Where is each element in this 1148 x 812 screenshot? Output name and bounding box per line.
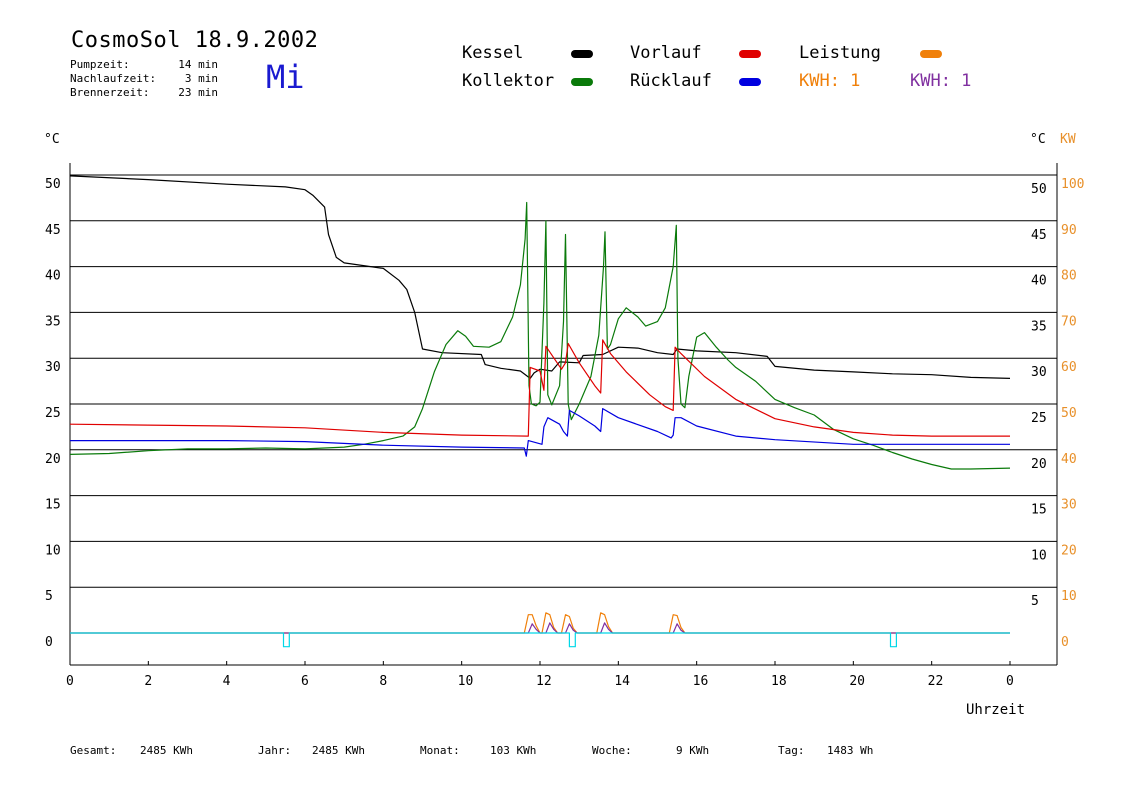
brennerzeit-label: Brennerzeit: [70, 86, 150, 99]
series-line-kollektor [69, 201, 1011, 470]
y-tick-label-right: 45 [1031, 228, 1047, 243]
x-tick-label: 14 [614, 674, 630, 689]
x-tick-label: 18 [771, 674, 787, 689]
y-tick-label-left: 50 [45, 177, 61, 192]
y-axis-label-left: °C [44, 132, 60, 147]
y-tick-label-power: 60 [1061, 360, 1077, 375]
y-tick-label-power: 80 [1061, 269, 1077, 284]
y-tick-label-right: 15 [1031, 503, 1047, 518]
y-tick-label-left: 35 [45, 314, 61, 329]
legend-leistung-label: Leistung [799, 43, 881, 63]
y-tick-label-power: 0 [1061, 635, 1069, 650]
x-tick-label: 16 [693, 674, 709, 689]
y-tick-label-left: 25 [45, 406, 61, 421]
y-axis-label-power: KW [1060, 132, 1076, 147]
weekday-label: Mi [266, 58, 305, 96]
y-tick-label-right: 20 [1031, 457, 1047, 472]
stat-tag-value: 1483 Wh [827, 744, 874, 757]
stat-gesamt-value: 2485 KWh [140, 744, 193, 757]
y-tick-label-right: 30 [1031, 365, 1047, 380]
legend-kwh-orange: KWH: 1 [799, 71, 861, 91]
x-tick-label: 2 [144, 674, 152, 689]
stat-gesamt-label: Gesamt: [70, 744, 117, 757]
y-tick-label-left: 40 [45, 269, 61, 284]
legend-ruecklauf-label: Rücklauf [630, 71, 712, 91]
series-line-vorlauf [69, 339, 1010, 437]
pumpzeit-value: 14 min [178, 58, 218, 71]
x-tick-label: 0 [1006, 674, 1014, 689]
stat-monat-label: Monat: [420, 744, 460, 757]
nachlaufzeit-value: 3 min [184, 72, 218, 85]
y-tick-label-right: 35 [1031, 319, 1047, 334]
x-tick-label: 6 [301, 674, 309, 689]
y-tick-label-left: 5 [45, 589, 53, 604]
series-line-r-cklauf [70, 408, 1010, 457]
chart-grid [69, 163, 1058, 666]
y-tick-label-left: 20 [45, 452, 61, 467]
y-tick-label-power: 30 [1061, 498, 1077, 513]
x-tick-label: 10 [458, 674, 474, 689]
y-axis-label-right: °C [1030, 132, 1046, 147]
y-tick-label-power: 20 [1061, 543, 1077, 558]
stat-jahr-value: 2485 KWh [312, 744, 365, 757]
legend-kessel-swatch [571, 50, 593, 58]
legend-kollektor-label: Kollektor [462, 71, 555, 91]
chart-title: CosmoSol 18.9.2002 [71, 28, 319, 53]
y-tick-label-right: 25 [1031, 411, 1047, 426]
y-tick-label-left: 10 [45, 543, 61, 558]
pumpzeit-label: Pumpzeit: [70, 58, 130, 71]
y-tick-label-left: 45 [45, 223, 61, 238]
y-tick-label-right: 40 [1031, 274, 1047, 289]
stat-woche-value: 9 KWh [676, 744, 710, 757]
series-line-leistung [70, 612, 1010, 634]
legend-kollektor-swatch [571, 78, 593, 86]
legend-ruecklauf-swatch [739, 78, 761, 86]
y-tick-label-power: 50 [1061, 406, 1077, 421]
y-tick-label-right: 10 [1031, 548, 1047, 563]
x-tick-label: 12 [536, 674, 552, 689]
x-tick-label: 0 [66, 674, 74, 689]
stat-jahr-label: Jahr: [258, 744, 292, 757]
y-tick-label-power: 70 [1061, 314, 1077, 329]
legend-vorlauf-swatch [739, 50, 761, 58]
x-tick-label: 4 [223, 674, 231, 689]
brennerzeit-value: 23 min [178, 86, 218, 99]
y-tick-label-power: 90 [1061, 223, 1077, 238]
x-tick-label: 8 [379, 674, 387, 689]
y-tick-label-power: 40 [1061, 452, 1077, 467]
legend-kessel-label: Kessel [462, 43, 524, 63]
legend-leistung-swatch [920, 50, 942, 58]
stat-woche-label: Woche: [592, 744, 632, 757]
y-tick-label-power: 100 [1061, 177, 1084, 192]
y-tick-label-right: 50 [1031, 182, 1047, 197]
y-tick-label-right: 5 [1031, 594, 1039, 609]
x-tick-label: 20 [849, 674, 865, 689]
series-line-kessel [69, 175, 1011, 379]
legend-vorlauf-label: Vorlauf [630, 43, 702, 63]
y-tick-label-left: 30 [45, 360, 61, 375]
chart-series [69, 175, 1011, 648]
nachlaufzeit-label: Nachlaufzeit: [70, 72, 157, 85]
legend-kwh-purple: KWH: 1 [910, 71, 972, 91]
y-tick-label-left: 15 [45, 498, 61, 513]
y-tick-label-left: 0 [45, 635, 53, 650]
y-tick-label-power: 10 [1061, 589, 1077, 604]
stat-monat-value: 103 KWh [490, 744, 537, 757]
series-line-kwh [70, 622, 1010, 634]
series-line-pumpe [70, 632, 1010, 648]
x-tick-label: 22 [928, 674, 944, 689]
x-axis-label: Uhrzeit [966, 702, 1025, 718]
stat-tag-label: Tag: [778, 744, 805, 757]
